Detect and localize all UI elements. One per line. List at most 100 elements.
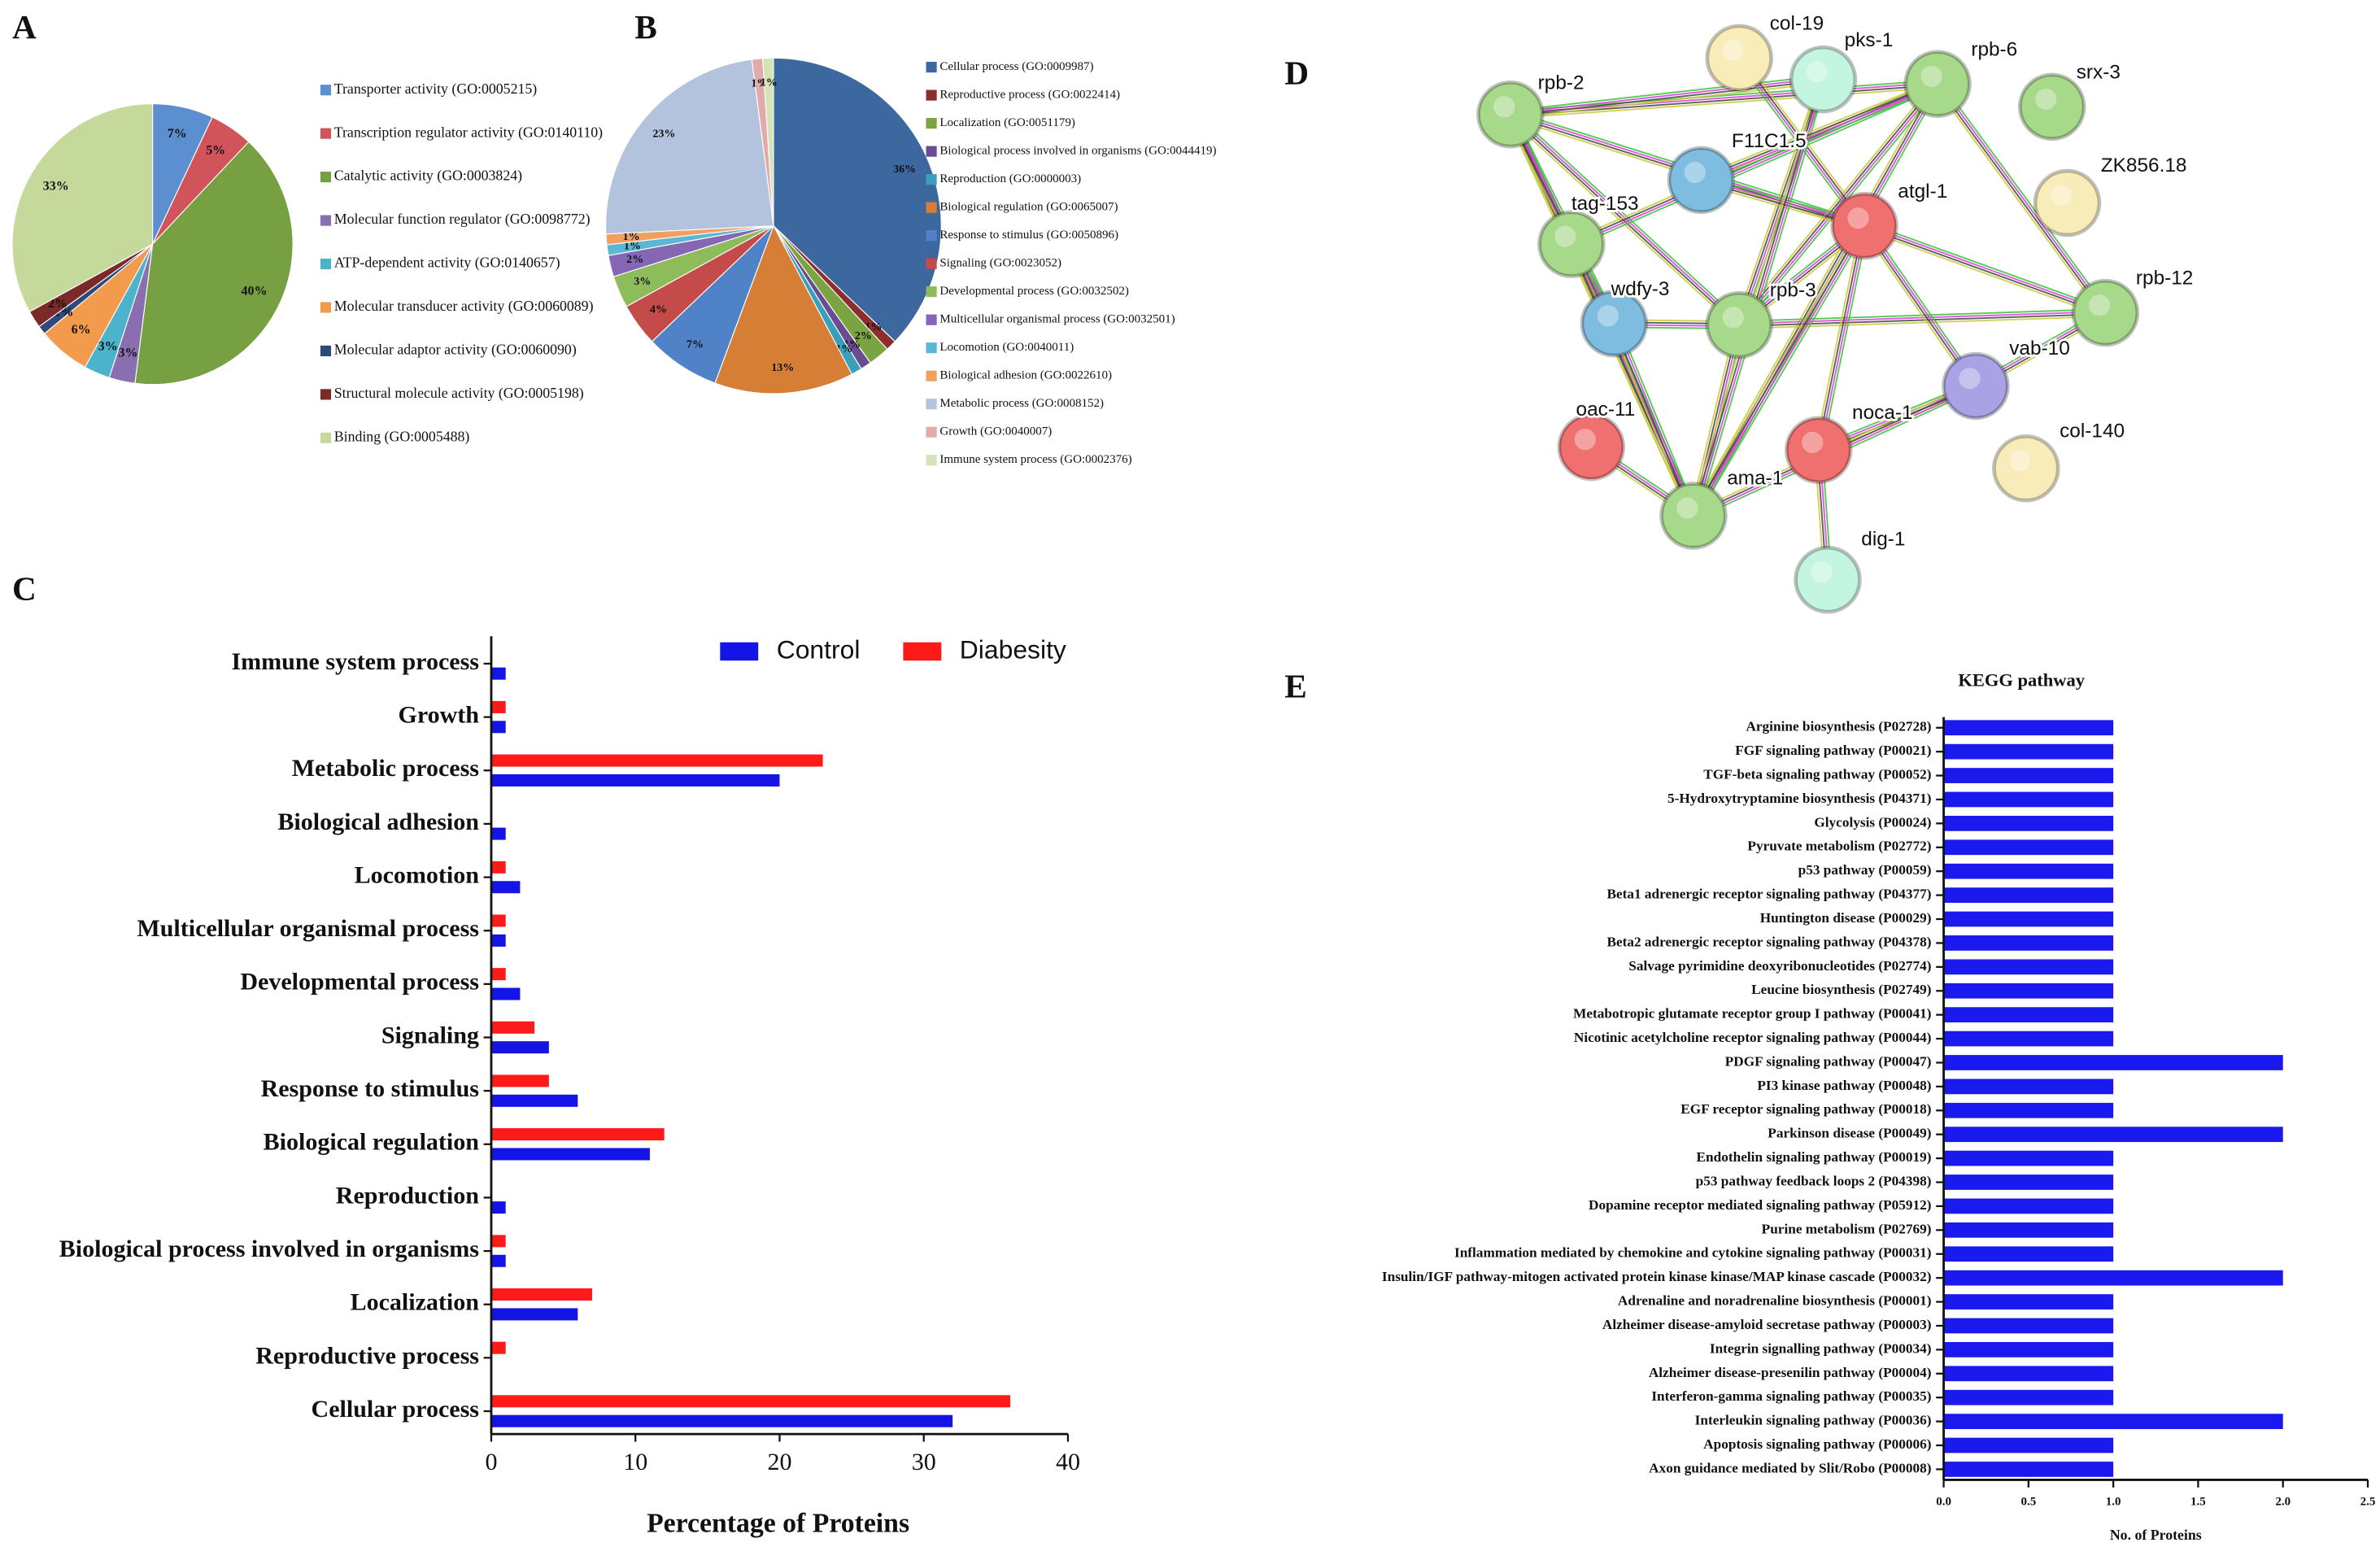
y-tick-label: Insulin/IGF pathway-mitogen activated pr… [1382,1269,1932,1284]
bar [490,774,780,787]
edge [1569,244,1693,517]
bar [1943,1079,2114,1095]
x-tick-label: 0.0 [1936,1496,1951,1509]
node-highlight [2009,450,2031,472]
edge [1814,224,1862,450]
legend-swatch [320,215,332,226]
bar [490,1201,506,1214]
edge [1819,225,1867,451]
edge [1700,81,1938,180]
node-highlight [1802,431,1824,454]
node [1667,146,1736,215]
slice-label: 40% [242,285,268,299]
legend-swatch [926,286,937,298]
y-tick-label: Locomotion [355,861,480,888]
node-label: noca-1 [1852,402,1913,424]
edge [1737,82,1938,325]
bar [490,1254,506,1267]
pie-slice [773,57,942,342]
y-tick-label: PI3 kinase pathway (P00048) [1757,1078,1931,1093]
bar [1943,1246,2114,1262]
edge [1510,80,1824,117]
bar [1943,743,2114,760]
x-tick-label: 10 [623,1449,647,1475]
edge [1612,323,1693,516]
edge [1693,225,1867,517]
node-label: tag-153 [1571,193,1639,215]
y-tick-label: Growth [398,701,479,728]
bar [1943,959,2114,975]
edge [1696,227,1868,518]
legend-swatch [903,642,942,661]
edge [1736,81,1936,324]
y-tick-label: Interferon-gamma signaling pathway (P000… [1651,1388,1931,1404]
edge [1739,84,1939,327]
legend-label: Cellular process (GO:0009987) [939,60,1093,73]
legend-label: Binding (GO:0005488) [334,428,470,445]
edge [1701,84,1938,182]
legend-label: Locomotion (GO:0040011) [939,341,1074,354]
legend-swatch [926,399,937,410]
edge [1864,224,2107,313]
y-tick-label: Multicellular organismal process [137,915,479,942]
bar [490,861,506,874]
node-highlight [1847,207,1869,229]
legend-swatch [926,202,937,213]
node-highlight [1920,65,1942,87]
x-tick-label: 0.5 [2020,1496,2036,1509]
node [1789,45,1858,114]
chart-title: KEGG pathway [1958,670,2085,691]
bar [490,1148,650,1161]
legend-swatch [320,345,332,357]
bar [1943,1174,2114,1190]
legend-label: Molecular adaptor activity (GO:0060090) [334,342,577,359]
slice-label: 3% [634,275,651,288]
bar [1943,1342,2114,1357]
node-highlight [1722,307,1744,329]
bar [1943,1462,2114,1477]
legend-label: Localization (GO:0051179) [939,116,1074,129]
node-highlight [1554,225,1576,247]
legend-label: Signaling (GO:0023052) [939,257,1061,270]
slice-label: 5% [206,144,225,158]
node [1580,289,1649,358]
node-label: ZK856.18 [2101,155,2187,176]
bar [490,1308,578,1321]
bar [1943,791,2114,808]
y-tick-label: Integrin signalling pathway (P00034) [1710,1340,1932,1356]
slice-label: 23% [652,127,675,140]
node [2071,278,2140,347]
legend-swatch [926,89,937,101]
legend-label: Catalytic activity (GO:0003824) [334,168,522,185]
bar [1943,1102,2114,1118]
slice-label: 4% [650,303,667,316]
y-tick-label: Dopamine receptor mediated signaling pat… [1589,1197,1931,1213]
bar [1943,815,2114,831]
node-label: atgl-1 [1898,181,1947,203]
edge [1510,77,1824,115]
bar [490,754,823,767]
bar [490,700,506,713]
bar [1943,911,2114,927]
slice-label: 3% [118,346,137,360]
bar [490,881,521,894]
node-highlight [1959,368,1981,390]
panel-label: A [12,8,37,46]
node-label: col-140 [2060,420,2125,442]
edge [1691,83,1938,516]
x-tick-label: 2.5 [2360,1496,2376,1509]
node-label: rpb-12 [2136,268,2193,290]
node-highlight [1806,61,1829,83]
legend-swatch [926,174,937,185]
node-highlight [2088,294,2111,316]
y-tick-label: Metabotropic glutamate receptor group I … [1573,1006,1931,1022]
edge [1702,86,1940,185]
x-tick-label: 40 [1056,1449,1080,1475]
legend-swatch [926,370,937,381]
x-tick-label: 0 [485,1449,497,1475]
y-tick-label: Adrenaline and noradrenaline biosynthesi… [1618,1293,1932,1309]
y-tick-label: p53 pathway (P00059) [1798,862,1932,878]
slice-label: 36% [893,163,916,176]
y-tick-label: Purine metabolism (P02769) [1762,1221,1932,1236]
